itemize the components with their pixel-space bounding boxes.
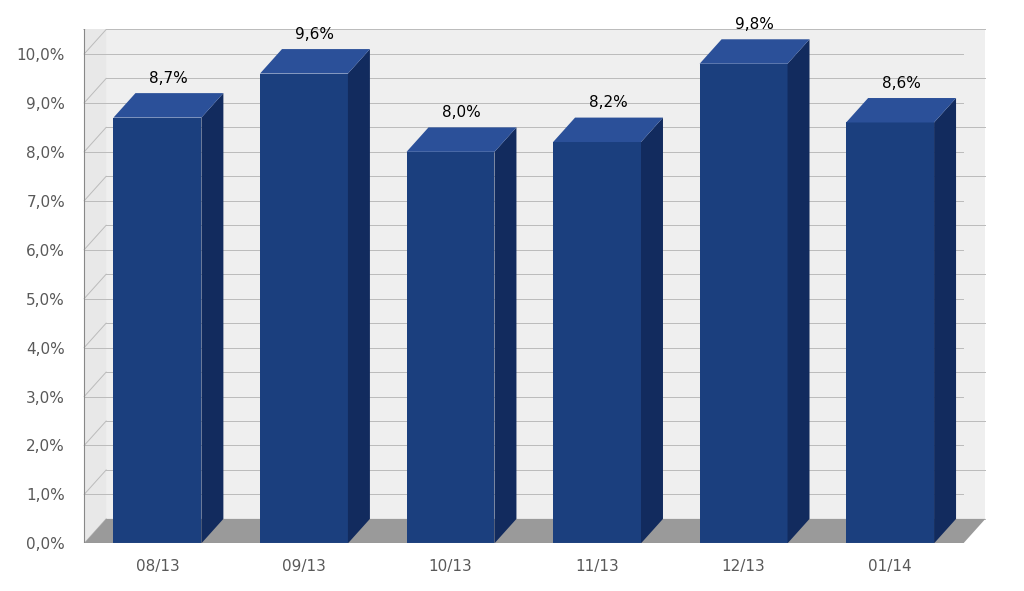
Text: 8,0%: 8,0% [442,105,481,120]
Text: 9,6%: 9,6% [296,27,335,42]
Polygon shape [495,128,516,543]
Polygon shape [114,93,223,118]
Polygon shape [202,93,223,543]
Polygon shape [699,64,787,543]
Polygon shape [84,519,985,543]
Polygon shape [114,118,202,543]
Text: 8,2%: 8,2% [589,95,628,111]
Polygon shape [407,128,516,152]
Polygon shape [787,39,810,543]
Polygon shape [407,152,495,543]
Text: 9,8%: 9,8% [735,17,774,32]
Polygon shape [106,5,985,519]
Polygon shape [348,49,370,543]
Text: 8,6%: 8,6% [882,76,921,90]
Polygon shape [260,73,348,543]
Polygon shape [553,118,663,142]
Polygon shape [934,98,956,543]
Polygon shape [846,98,956,122]
Text: 8,7%: 8,7% [150,71,187,86]
Polygon shape [641,118,663,543]
Polygon shape [846,122,934,543]
Polygon shape [260,49,370,73]
Polygon shape [699,39,810,64]
Polygon shape [84,5,106,543]
Polygon shape [553,142,641,543]
